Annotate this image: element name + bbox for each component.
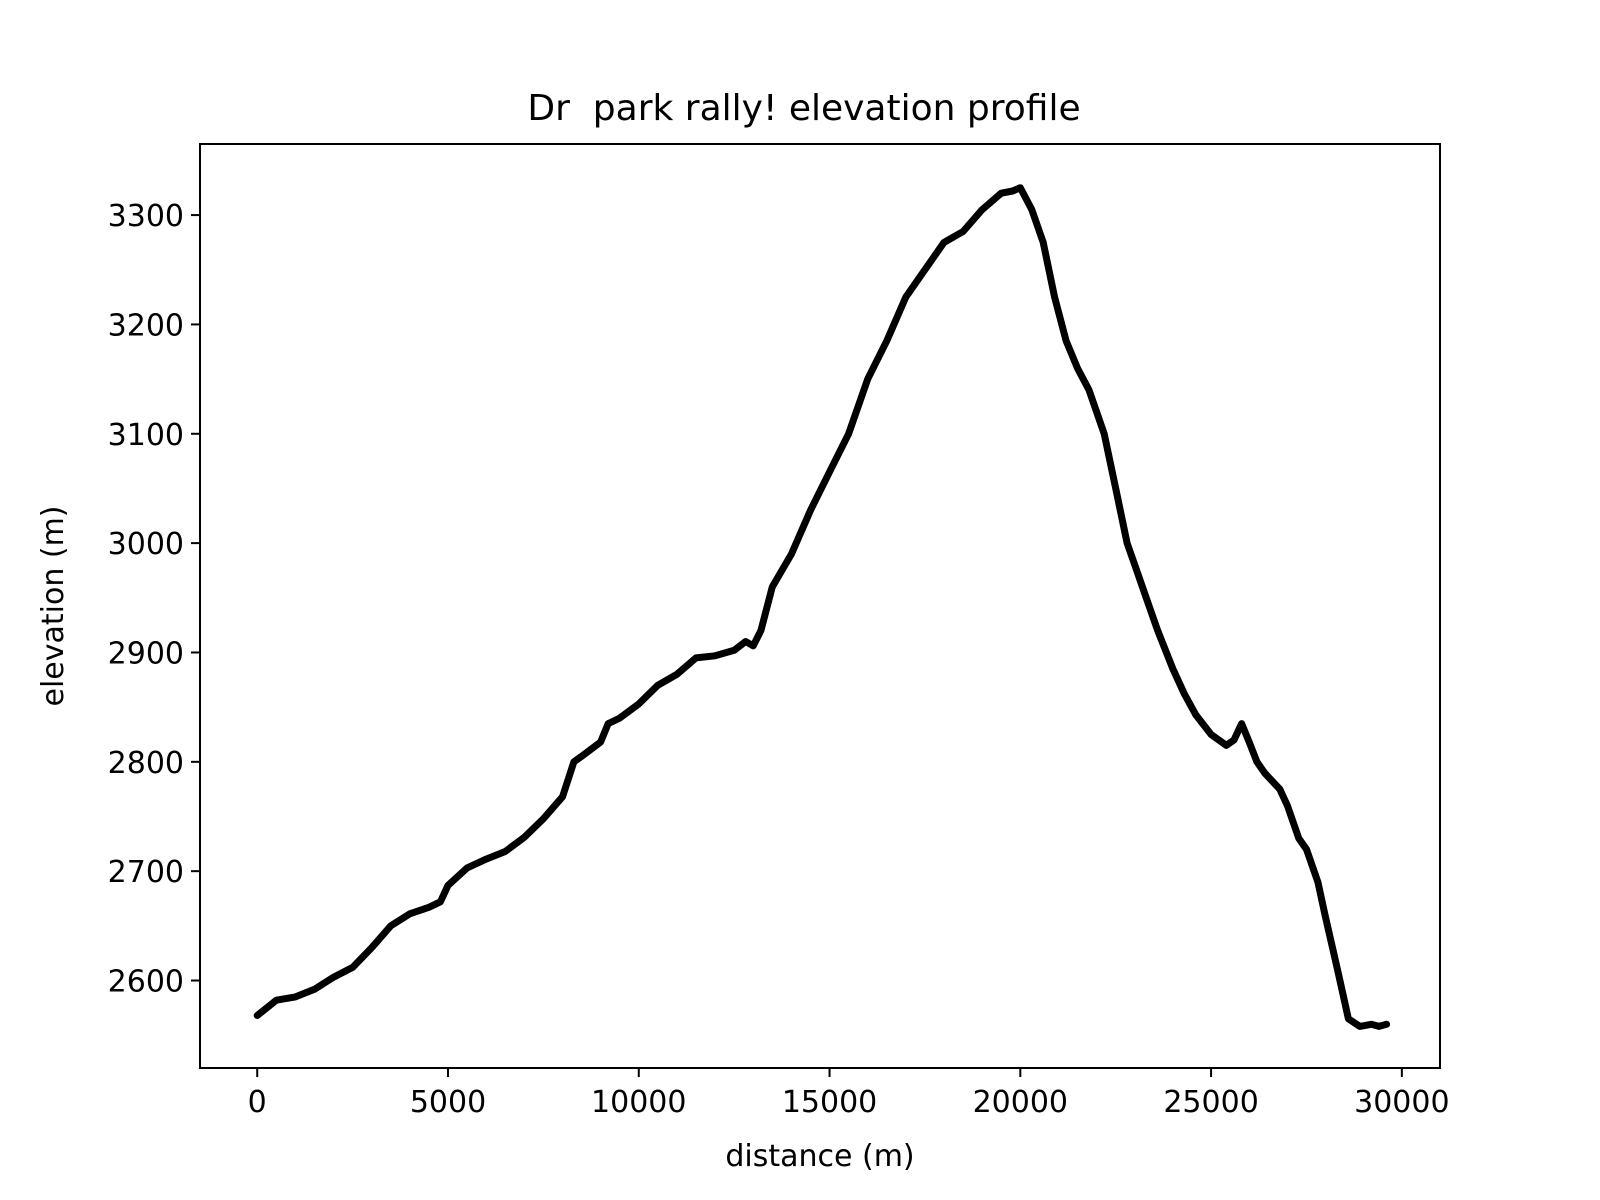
x-tick-label: 10000	[591, 1085, 686, 1120]
y-tick-label: 3000	[108, 527, 184, 562]
x-axis-label: distance (m)	[725, 1139, 914, 1174]
x-tick-label: 5000	[410, 1085, 486, 1120]
plot-frame	[199, 143, 1441, 1069]
y-axis: 2600 2700 2800 2900 3000 3100 3200 3300	[108, 199, 200, 1000]
x-axis: 0 5000 10000 15000 20000 25000 30000	[248, 1068, 1450, 1120]
x-tick-label: 30000	[1354, 1085, 1449, 1120]
x-tick-label: 20000	[973, 1085, 1068, 1120]
x-tick-label: 0	[248, 1085, 267, 1120]
y-tick-label: 3100	[108, 418, 184, 453]
y-axis-label: elevation (m)	[36, 505, 71, 706]
y-tick-label: 2800	[108, 746, 184, 781]
x-tick-label: 15000	[782, 1085, 877, 1120]
y-tick-label: 2700	[108, 855, 184, 890]
y-tick-label: 3300	[108, 199, 184, 234]
y-tick-label: 3200	[108, 308, 184, 343]
y-tick-label: 2900	[108, 636, 184, 671]
elevation-series-line	[253, 184, 1391, 1030]
x-tick-label: 25000	[1163, 1085, 1258, 1120]
chart-title: Dr park rally! elevation profile	[527, 88, 1080, 129]
y-tick-label: 2600	[108, 965, 184, 1000]
